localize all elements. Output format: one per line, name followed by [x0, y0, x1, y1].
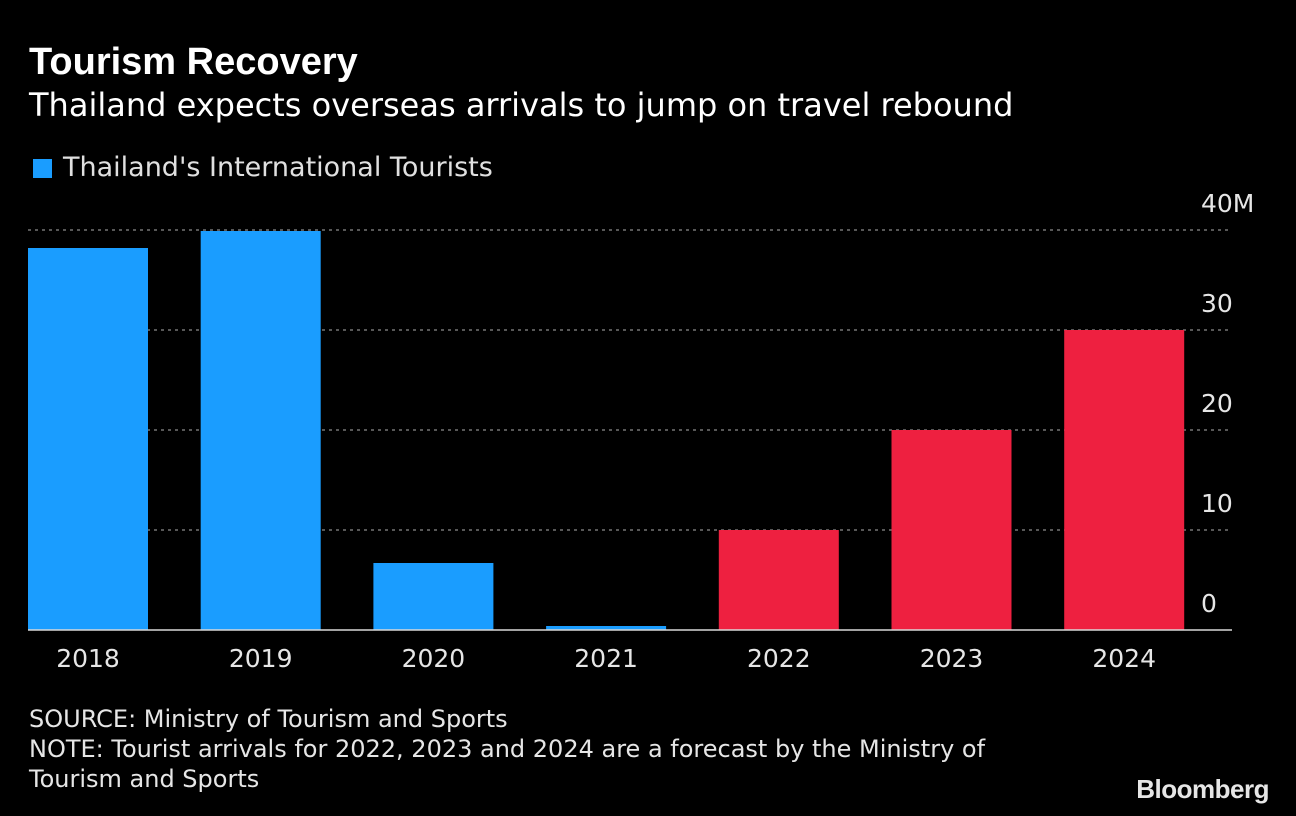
x-tick-label: 2022 [747, 644, 811, 673]
chart-subtitle: Thailand expects overseas arrivals to ju… [29, 86, 1014, 124]
bar-2024 [1064, 330, 1185, 630]
y-tick-label: 30 [1201, 289, 1233, 318]
bar-2020 [373, 563, 494, 630]
bar-2021 [546, 626, 667, 630]
x-tick-label: 2024 [1092, 644, 1156, 673]
x-tick-label: 2021 [574, 644, 638, 673]
source-note: SOURCE: Ministry of Tourism and Sports [29, 705, 508, 733]
y-tick-label: 40M [1201, 189, 1254, 218]
x-tick-label: 2023 [920, 644, 984, 673]
bar-2022 [718, 530, 839, 630]
x-tick-label: 2020 [402, 644, 466, 673]
bloomberg-logo: Bloomberg [1136, 774, 1269, 804]
bar-2019 [200, 231, 321, 630]
y-tick-label: 20 [1201, 389, 1233, 418]
legend-label: Thailand's International Tourists [63, 152, 493, 183]
x-tick-label: 2019 [229, 644, 293, 673]
legend-swatch [33, 158, 52, 178]
forecast-note: NOTE: Tourist arrivals for 2022, 2023 an… [29, 735, 986, 793]
bar-2018 [28, 248, 148, 630]
legend: Thailand's International Tourists [33, 152, 493, 184]
y-tick-label: 10 [1201, 489, 1233, 518]
x-tick-label: 2018 [56, 644, 120, 673]
chart-title: Tourism Recovery [29, 41, 358, 83]
bar-2023 [891, 430, 1012, 630]
y-tick-label: 0 [1201, 589, 1217, 618]
